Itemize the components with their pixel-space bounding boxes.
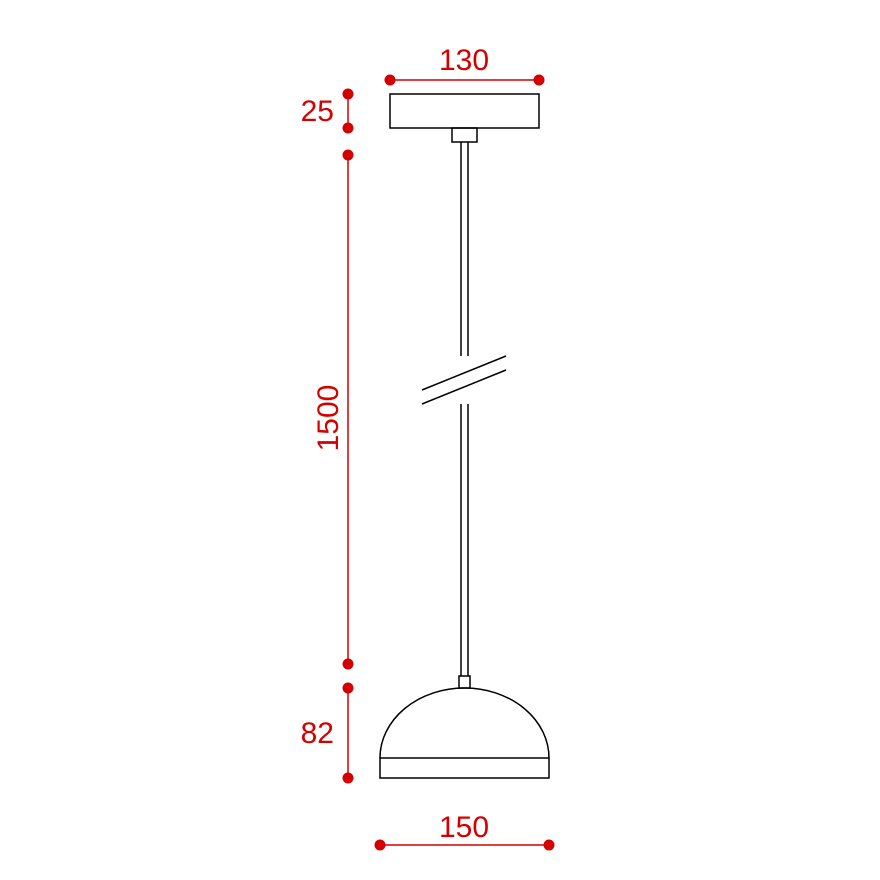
dim-25-dot-top [343,89,354,100]
dim-130-dot-right [534,75,545,86]
dim-1500-dot-top [343,150,354,161]
dim-150-dot-right [544,840,555,851]
shade-stem-outline [459,676,470,688]
dim-25-text: 25 [301,95,334,128]
pendant-lamp-technical-drawing: 130 25 1500 82 150 [0,0,880,880]
dim-25-dot-bottom [343,123,354,134]
cable-upper [461,142,468,356]
ring-outline [380,758,549,778]
dim-130-dot-left [385,75,396,86]
dim-82-dot-top [343,683,354,694]
dim-150-text: 150 [439,811,489,844]
dim-150-dot-left [375,840,386,851]
dim-1500-dot-bottom [343,659,354,670]
cable-lower [461,404,468,676]
dome-outline [380,688,549,758]
break-mark-upper [422,356,506,390]
canopy-outline [390,94,539,128]
dim-82-text: 82 [301,717,334,750]
connector-outline [452,128,477,142]
dim-82-dot-bottom [343,773,354,784]
dim-1500-text: 1500 [312,385,345,452]
dim-130-text: 130 [439,44,489,77]
break-mark-lower [422,370,506,404]
